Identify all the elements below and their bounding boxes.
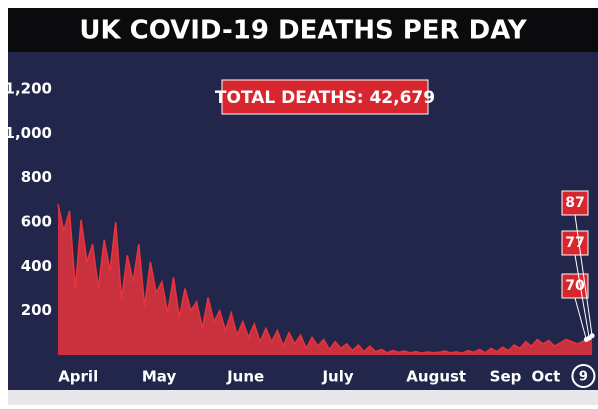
line bbox=[57, 204, 593, 354]
y-tick-label: 400 bbox=[21, 257, 52, 275]
x-tick-label: August bbox=[406, 368, 466, 386]
bottom-strip bbox=[8, 390, 598, 405]
data-label: 70 bbox=[565, 278, 585, 294]
y-tick-label: 600 bbox=[21, 213, 52, 231]
x-tick-label: Oct bbox=[532, 368, 561, 386]
x-tick-label: July bbox=[321, 368, 353, 386]
area bbox=[58, 204, 593, 355]
x-tick-label: Sep bbox=[490, 368, 522, 386]
y-tick-label: 200 bbox=[21, 301, 52, 319]
annotation-box bbox=[221, 79, 429, 115]
data-point bbox=[589, 333, 595, 339]
x-tick-label: 9 bbox=[579, 370, 588, 385]
leader-line bbox=[574, 214, 593, 336]
y-tick-label: 800 bbox=[21, 168, 52, 186]
y-tick-label: 1,000 bbox=[5, 124, 52, 142]
x-tick-label: April bbox=[58, 368, 98, 386]
x-tick-label: June bbox=[226, 368, 264, 386]
x-tick-label: May bbox=[142, 368, 177, 386]
data-label: 87 bbox=[565, 195, 584, 211]
date-circle bbox=[571, 364, 596, 388]
annotation: TOTAL DEATHS: 42,679 bbox=[215, 88, 435, 108]
y-tick-label: 1,200 bbox=[5, 80, 52, 98]
leader-line bbox=[574, 254, 590, 339]
data-label: 77 bbox=[565, 235, 584, 251]
leader-line bbox=[574, 297, 587, 340]
data-label-box bbox=[561, 190, 589, 216]
data-label-box bbox=[561, 230, 589, 256]
chart-title: UK COVID-19 DEATHS PER DAY bbox=[79, 16, 528, 46]
title-bar bbox=[8, 8, 598, 52]
